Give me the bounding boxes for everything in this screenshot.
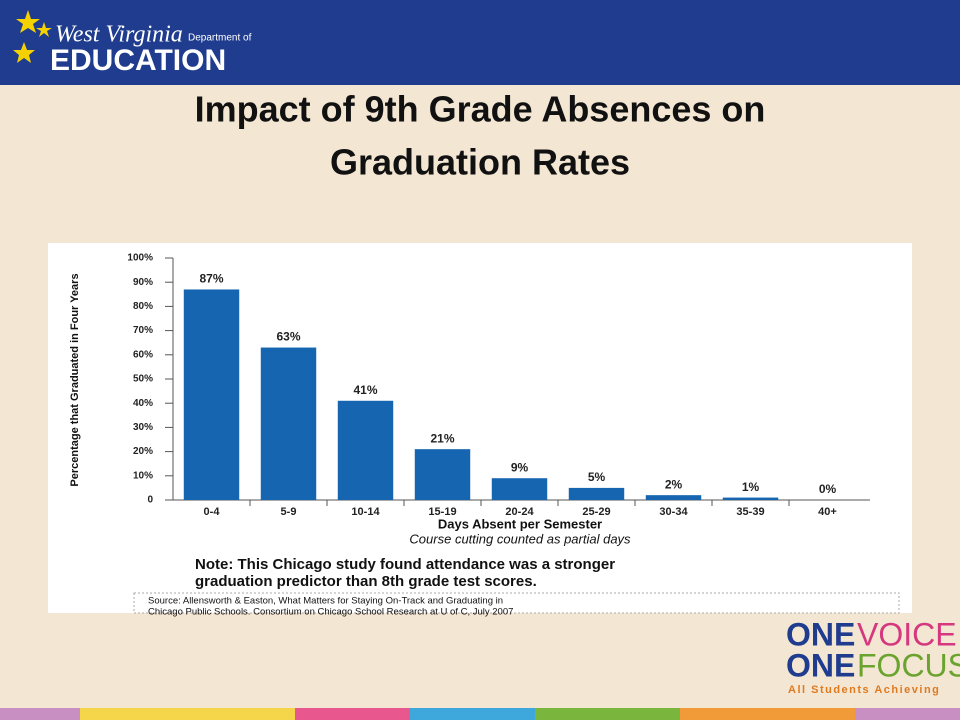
y-tick-label: 90% [133, 277, 153, 288]
bar [337, 400, 394, 500]
source: Chicago Public Schools. Consortium on Ch… [148, 607, 513, 618]
x-tick-label: 30-34 [659, 506, 688, 518]
y-tick-label: 50% [133, 374, 153, 385]
x-tick-label: 5-9 [281, 506, 297, 518]
y-tick-label: 80% [133, 301, 153, 312]
y-tick-label: 70% [133, 325, 153, 336]
logo-script: West Virginia [55, 22, 183, 48]
logo-one: ONE [786, 647, 855, 683]
value-label: 21% [430, 431, 454, 445]
value-label: 5% [588, 470, 606, 484]
x-tick-label: 25-29 [582, 506, 610, 518]
note: Note: This Chicago study found attendanc… [195, 556, 615, 573]
bar [491, 478, 548, 500]
bar [722, 497, 779, 500]
chart: 0 10% 20% 30% 40% 50% 60% 70% 80% 90% 100% 0-4 87% 5-… [127, 253, 870, 518]
stripe [295, 708, 410, 720]
value-label: 41% [353, 383, 377, 397]
y-tick-label: 20% [133, 446, 153, 457]
stripe [855, 708, 960, 720]
stripe [680, 708, 855, 720]
x-tick-label: 10-14 [351, 506, 380, 518]
header-band [0, 0, 960, 85]
note: graduation predictor than 8th grade test… [195, 573, 537, 590]
bar [645, 495, 702, 500]
logo-tagline: All Students Achieving [788, 684, 940, 696]
x-tick-label: 0-4 [204, 506, 221, 518]
source: Source: Allensworth & Easton, What Matte… [148, 596, 503, 607]
slide-title: Graduation Rates [330, 142, 630, 183]
y-tick-label: 60% [133, 349, 153, 360]
y-axis-label: Percentage that Graduated in Four Years [69, 273, 81, 486]
slide-title: Impact of 9th Grade Absences on [195, 89, 766, 130]
y-tick-label: 30% [133, 422, 153, 433]
value-label: 1% [742, 480, 760, 494]
stripe [80, 708, 295, 720]
star [16, 10, 40, 33]
source-box [133, 592, 900, 614]
stripe [410, 708, 535, 720]
value-label: 0% [819, 482, 837, 496]
logo-main: EDUCATION [50, 44, 226, 77]
bar [260, 347, 317, 500]
y-tick-label: 10% [133, 470, 153, 481]
bar [568, 487, 625, 500]
x-tick-label: 15-19 [428, 506, 456, 518]
x-axis-note: Course cutting counted as partial days [409, 531, 631, 546]
logo-dept: Department of [188, 33, 252, 44]
x-tick-label: 35-39 [736, 506, 764, 518]
logo-voice: VOICE [857, 616, 957, 652]
logo-one: ONE [786, 616, 855, 652]
star [36, 22, 52, 37]
y-tick-label: 40% [133, 398, 153, 409]
bar [183, 289, 240, 500]
value-label: 2% [665, 477, 683, 491]
star [13, 42, 35, 63]
y-tick-label: 0 [147, 495, 153, 506]
bar [414, 449, 471, 500]
stripe [0, 708, 80, 720]
logo-focus: FOCUS [857, 647, 960, 683]
value-label: 9% [511, 460, 529, 474]
x-tick-label: 40+ [818, 506, 837, 518]
footer-stripe [0, 708, 960, 720]
x-axis-label: Days Absent per Semester [438, 516, 602, 531]
y-tick-label: 100% [127, 253, 153, 264]
value-label: 87% [199, 272, 223, 286]
x-tick-label: 20-24 [505, 506, 534, 518]
stripe [535, 708, 680, 720]
value-label: 63% [276, 330, 300, 344]
